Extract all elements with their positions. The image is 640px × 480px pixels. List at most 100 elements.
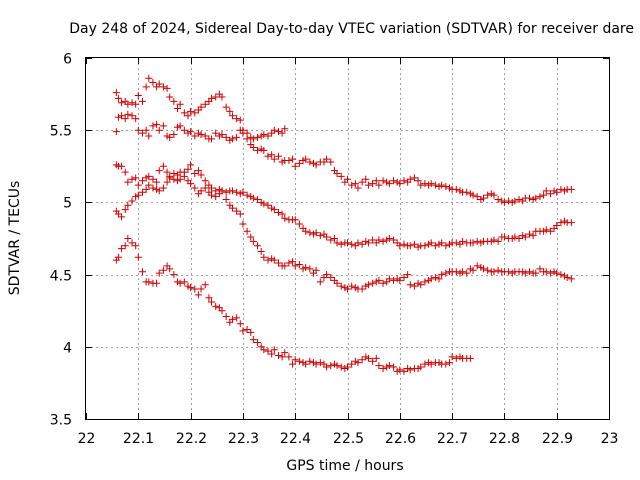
data-point bbox=[132, 100, 140, 108]
data-point bbox=[323, 233, 331, 241]
data-point bbox=[521, 233, 529, 241]
data-point bbox=[526, 230, 534, 238]
data-point bbox=[159, 266, 167, 274]
data-point bbox=[291, 162, 299, 170]
data-point bbox=[484, 191, 492, 199]
data-point bbox=[281, 125, 289, 133]
data-point bbox=[212, 302, 220, 310]
data-point bbox=[212, 129, 220, 137]
data-point bbox=[159, 162, 167, 170]
data-point bbox=[490, 236, 498, 244]
data-point bbox=[285, 259, 293, 267]
data-point bbox=[390, 177, 398, 185]
data-point bbox=[302, 155, 310, 163]
data-point bbox=[553, 222, 561, 230]
data-point bbox=[438, 271, 446, 279]
data-point bbox=[166, 174, 174, 182]
data-point bbox=[218, 131, 226, 139]
data-point bbox=[289, 258, 297, 266]
data-point bbox=[187, 284, 195, 292]
data-point bbox=[118, 112, 126, 120]
data-point bbox=[358, 178, 366, 186]
data-point bbox=[201, 281, 209, 289]
data-point bbox=[312, 266, 320, 274]
data-point bbox=[134, 191, 142, 199]
data-point bbox=[228, 187, 236, 195]
data-point bbox=[400, 177, 408, 185]
data-series bbox=[112, 110, 575, 206]
data-point bbox=[118, 213, 126, 221]
data-point bbox=[327, 273, 335, 281]
data-point bbox=[260, 253, 268, 261]
data-point bbox=[479, 194, 487, 202]
data-point bbox=[323, 271, 331, 279]
data-point bbox=[149, 175, 157, 183]
data-point bbox=[289, 155, 297, 163]
data-point bbox=[128, 239, 136, 247]
data-point bbox=[222, 312, 230, 320]
data-point bbox=[176, 100, 184, 108]
data-point bbox=[379, 364, 387, 372]
data-point bbox=[118, 99, 126, 107]
data-point bbox=[233, 188, 241, 196]
data-point bbox=[163, 178, 171, 186]
data-point bbox=[327, 362, 335, 370]
x-tick-label: 22.1 bbox=[123, 431, 154, 447]
data-point bbox=[274, 209, 282, 217]
data-point bbox=[427, 275, 435, 283]
data-point bbox=[278, 129, 286, 137]
data-point bbox=[163, 168, 171, 176]
data-point bbox=[364, 181, 372, 189]
data-point bbox=[390, 236, 398, 244]
data-point bbox=[546, 269, 554, 277]
data-point bbox=[194, 291, 202, 299]
data-point bbox=[121, 206, 129, 214]
x-axis: 22 22.1 22.2 22.3 22.4 22.5 22.6 22.7 22.8 22.9 23 bbox=[78, 58, 618, 447]
data-point bbox=[128, 197, 136, 205]
data-point bbox=[330, 235, 338, 242]
data-point bbox=[226, 107, 234, 115]
data-point bbox=[337, 240, 345, 248]
data-point bbox=[155, 187, 163, 195]
data-point bbox=[542, 187, 550, 195]
data-point bbox=[469, 191, 477, 199]
data-point bbox=[112, 89, 120, 97]
data-point bbox=[375, 362, 383, 370]
data-point bbox=[124, 110, 132, 118]
data-point bbox=[249, 144, 257, 152]
data-point bbox=[176, 175, 184, 183]
data-point bbox=[385, 362, 393, 370]
data-point bbox=[459, 237, 467, 245]
data-point bbox=[218, 93, 226, 101]
x-tick-label: 22.5 bbox=[333, 431, 364, 447]
data-point bbox=[153, 120, 161, 128]
data-point bbox=[121, 168, 129, 176]
data-point bbox=[379, 177, 387, 185]
data-point bbox=[274, 152, 282, 160]
data-point bbox=[228, 112, 236, 120]
data-point bbox=[187, 180, 195, 188]
data-point bbox=[233, 115, 241, 123]
data-point bbox=[385, 180, 393, 188]
data-point bbox=[145, 278, 153, 286]
data-point bbox=[466, 354, 474, 362]
x-axis-label: GPS time / hours bbox=[286, 458, 403, 474]
data-point bbox=[333, 279, 341, 287]
data-point bbox=[291, 262, 299, 270]
data-point bbox=[526, 194, 534, 202]
data-point bbox=[515, 196, 523, 204]
data-point bbox=[128, 99, 136, 107]
data-point bbox=[155, 80, 163, 88]
data-point bbox=[532, 269, 540, 277]
data-point bbox=[243, 191, 251, 199]
data-point bbox=[452, 354, 460, 362]
data-point bbox=[260, 146, 268, 154]
data-point bbox=[285, 353, 293, 361]
data-point bbox=[316, 232, 324, 240]
data-point bbox=[557, 185, 565, 193]
data-point bbox=[166, 133, 174, 141]
y-tick-label: 6 bbox=[63, 52, 72, 68]
data-point bbox=[364, 281, 372, 289]
data-point bbox=[176, 168, 184, 176]
data-point bbox=[247, 233, 255, 241]
